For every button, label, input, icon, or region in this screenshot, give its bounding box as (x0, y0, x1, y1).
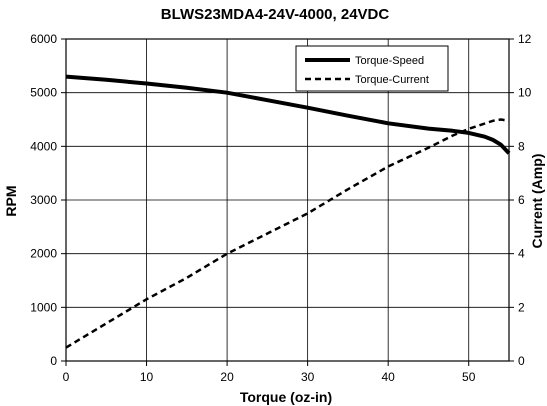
legend-label-torque-current: Torque-Current (355, 74, 429, 86)
ticks: 0 1000 2000 3000 4000 5000 6000 0 2 4 6 8 10 12 0 10 20 3… (30, 32, 531, 384)
tick-label-y: 0 (50, 354, 57, 368)
tick-label-y2: 4 (518, 247, 525, 261)
tick-label-x: 40 (382, 370, 396, 384)
y-axis-label: RPM (3, 185, 19, 216)
tick-label-x: 30 (301, 370, 315, 384)
tick-label-x: 20 (220, 370, 234, 384)
tick-label-y: 4000 (30, 139, 57, 153)
tick-label-y2: 2 (518, 300, 525, 314)
tick-label-y2: 6 (518, 193, 525, 207)
tick-label-y2: 12 (518, 32, 532, 46)
chart-title: BLWS23MDA4-24V-4000, 24VDC (161, 6, 390, 23)
tick-label-x: 50 (462, 370, 476, 384)
series-group (65, 74, 511, 349)
tick-label-x: 10 (140, 370, 154, 384)
series-line-torque-speed (65, 74, 511, 155)
tick-label-y: 2000 (30, 247, 57, 261)
tick-label-x: 0 (63, 370, 70, 384)
tick-label-y: 3000 (30, 193, 57, 207)
legend-box (295, 45, 449, 92)
tick-label-y2: 0 (518, 354, 525, 368)
tick-label-y: 1000 (30, 300, 57, 314)
tick-label-y2: 10 (518, 86, 532, 100)
y2-axis-label: Current (Amp) (529, 154, 545, 249)
tick-label-y2: 8 (518, 139, 525, 153)
tick-label-y: 5000 (30, 86, 57, 100)
legend-label-torque-speed: Torque-Speed (355, 55, 424, 67)
x-axis-label: Torque (oz-in) (240, 389, 332, 405)
tick-label-y: 6000 (30, 32, 57, 46)
legend: Torque-Speed Torque-Current (295, 45, 449, 92)
